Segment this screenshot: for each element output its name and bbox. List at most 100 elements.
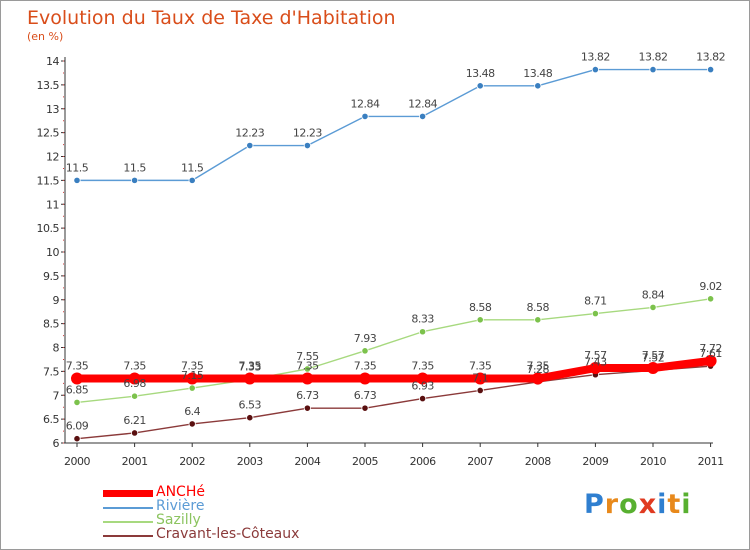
legend-label-cravant: Cravant-les-Côteaux	[156, 526, 300, 542]
data-label-sazilly: 8.33	[411, 313, 434, 326]
data-label-rivi-re: 13.82	[639, 51, 668, 64]
logo-letter: x	[638, 489, 658, 520]
data-point-anch-	[474, 372, 487, 385]
data-label-anch-: 7.72	[699, 342, 722, 355]
data-label-rivi-re: 12.23	[235, 127, 264, 140]
data-point-sazilly	[303, 365, 311, 373]
data-label-sazilly: 7.15	[181, 369, 204, 382]
data-point-rivi-re	[361, 112, 369, 120]
logo-letter: P	[584, 489, 605, 520]
x-tick-label: 2009	[582, 455, 608, 468]
data-label-cravant-les-c-teaux: 7.1	[472, 371, 488, 384]
series-line-cravant-les-c-teaux	[76, 365, 712, 440]
x-tick-label: 2001	[122, 455, 148, 468]
data-label-sazilly: 7.55	[296, 350, 319, 363]
y-tick-label: 7.5	[43, 365, 59, 378]
data-label-sazilly: 8.58	[469, 301, 492, 314]
data-point-cravant-les-c-teaux	[73, 435, 81, 443]
data-label-rivi-re: 12.23	[293, 127, 322, 140]
data-label-rivi-re: 13.82	[696, 51, 725, 64]
data-label-rivi-re: 11.5	[123, 161, 146, 174]
data-label-rivi-re: 11.5	[181, 161, 204, 174]
data-point-cravant-les-c-teaux	[476, 386, 484, 395]
data-label-cravant-les-c-teaux: 6.09	[66, 420, 89, 433]
data-point-anch-	[416, 372, 429, 385]
legend-swatch-cravant	[103, 535, 153, 537]
y-tick-label: 8	[53, 342, 60, 355]
data-point-anch-	[301, 372, 314, 385]
x-tick-label: 2002	[179, 455, 205, 468]
logo-letter: i	[681, 489, 692, 520]
x-tick-label: 2003	[237, 455, 263, 468]
data-label-rivi-re: 13.48	[523, 67, 552, 80]
data-label-cravant-les-c-teaux: 6.93	[411, 380, 434, 393]
x-tick-label: 2006	[410, 455, 436, 468]
data-label-anch-: 7.35	[354, 360, 377, 373]
y-tick-label: 11	[46, 198, 59, 211]
data-label-anch-: 7.35	[296, 360, 319, 373]
data-point-rivi-re	[476, 82, 484, 90]
data-label-anch-: 7.35	[181, 360, 204, 373]
data-label-cravant-les-c-teaux: 6.53	[239, 399, 262, 412]
data-label-sazilly: 8.58	[527, 301, 550, 314]
data-label-sazilly: 8.84	[642, 288, 665, 301]
data-point-cravant-les-c-teaux	[418, 394, 427, 403]
data-label-sazilly: 7.33	[239, 360, 262, 373]
data-point-rivi-re	[418, 112, 427, 120]
x-tick-label: 2007	[467, 455, 493, 468]
data-point-sazilly	[534, 316, 542, 324]
logo-letter: i	[657, 489, 668, 520]
data-point-anch-	[359, 372, 371, 385]
data-label-anch-: 7.57	[584, 349, 607, 362]
chart-subtitle: (en %)	[27, 30, 64, 43]
data-point-rivi-re	[131, 176, 139, 184]
y-tick-label: 10.5	[37, 222, 60, 235]
series-line-anch-	[73, 356, 715, 383]
data-point-sazilly	[476, 316, 484, 324]
data-point-sazilly	[188, 384, 196, 392]
logo-letter: t	[667, 489, 682, 520]
x-tick-label: 2000	[64, 455, 90, 468]
data-point-anch-	[589, 362, 602, 375]
data-point-sazilly	[706, 295, 715, 303]
y-tick-label: 8.5	[43, 318, 59, 331]
data-label-sazilly: 6.85	[66, 383, 89, 396]
data-label-sazilly: 9.02	[699, 280, 722, 293]
legend-label-riviere: Rivière	[156, 498, 205, 514]
data-label-anch-: 7.35	[123, 360, 146, 373]
data-point-sazilly	[73, 398, 81, 407]
data-point-rivi-re	[706, 65, 715, 74]
data-point-anch-	[186, 372, 199, 385]
data-point-cravant-les-c-teaux	[303, 404, 311, 412]
data-point-sazilly	[649, 303, 657, 311]
legend-swatch-anche	[103, 490, 153, 497]
data-point-rivi-re	[591, 65, 600, 74]
legend-label-sazilly: Sazilly	[156, 512, 201, 528]
y-tick-label: 13.5	[37, 79, 60, 92]
data-label-sazilly: 6.98	[123, 377, 146, 390]
data-point-rivi-re	[649, 65, 657, 74]
data-label-rivi-re: 13.48	[466, 67, 495, 80]
data-point-anch-	[704, 354, 717, 367]
data-point-anch-	[71, 372, 83, 385]
data-point-rivi-re	[303, 141, 311, 150]
data-label-cravant-les-c-teaux: 7.52	[642, 351, 665, 364]
x-tick-label: 2008	[525, 455, 551, 468]
data-label-cravant-les-c-teaux: 6.73	[354, 389, 377, 402]
y-tick-label: 12	[46, 151, 59, 164]
logo-letter: r	[604, 489, 620, 520]
y-tick-label: 6.5	[43, 413, 59, 426]
legend-swatch-sazilly	[103, 521, 153, 523]
y-tick-label: 11.5	[37, 174, 60, 187]
x-tick-label: 2010	[640, 455, 666, 468]
data-point-sazilly	[591, 309, 600, 318]
data-point-rivi-re	[534, 82, 542, 90]
y-tick-label: 12.5	[37, 127, 60, 140]
data-point-anch-	[531, 372, 544, 385]
data-label-cravant-les-c-teaux: 6.21	[123, 414, 146, 427]
x-tick-label: 2011	[698, 455, 724, 468]
y-tick-label: 9.5	[43, 270, 59, 283]
data-point-rivi-re	[73, 176, 81, 184]
data-label-anch-: 7.35	[411, 360, 434, 373]
series-line-rivi-re	[76, 68, 712, 182]
